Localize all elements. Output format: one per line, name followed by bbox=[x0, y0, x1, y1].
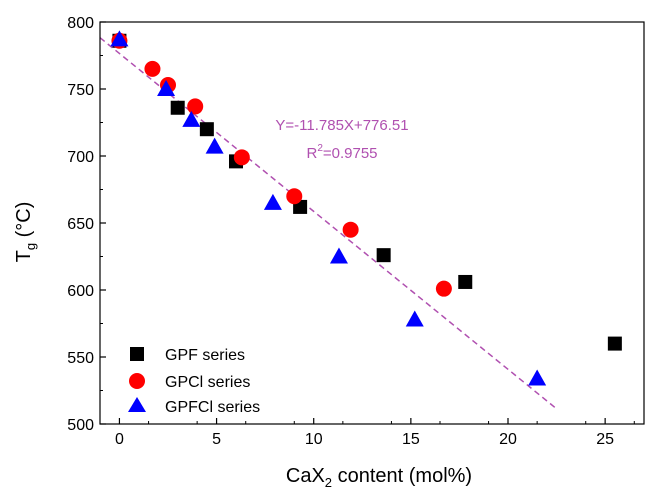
data-point-circle bbox=[286, 188, 303, 205]
data-point-triangle bbox=[263, 193, 282, 210]
data-point-triangle bbox=[405, 310, 424, 327]
data-point-square bbox=[170, 100, 185, 115]
y-tick-label: 500 bbox=[67, 417, 94, 434]
data-points-layer bbox=[110, 30, 622, 386]
data-point-circle bbox=[187, 98, 204, 115]
legend: GPF series GPCl series GPFCl series bbox=[128, 347, 260, 416]
fit-line-layer bbox=[99, 37, 558, 410]
data-point-square bbox=[458, 274, 473, 289]
x-axis-title: CaX2 content (mol%) bbox=[286, 465, 472, 489]
series-triangle bbox=[110, 30, 547, 386]
x-title-subscript: 2 bbox=[325, 475, 332, 489]
y-tick-label: 550 bbox=[67, 350, 94, 367]
x-title-main: CaX bbox=[286, 465, 325, 487]
legend-label-gpcl: GPCl series bbox=[165, 374, 250, 391]
data-point-square bbox=[376, 248, 391, 263]
y-tick-label: 800 bbox=[67, 15, 94, 32]
fit-equation-label: Y=-11.785X+776.51 bbox=[275, 117, 408, 134]
x-tick-label: 0 bbox=[115, 431, 124, 448]
y-tick-label: 650 bbox=[67, 216, 94, 233]
x-tick-label: 10 bbox=[305, 431, 323, 448]
data-point-triangle bbox=[205, 137, 224, 154]
x-tick-label: 5 bbox=[212, 431, 221, 448]
data-point-triangle bbox=[182, 110, 201, 127]
data-point-triangle bbox=[329, 247, 348, 264]
y-tick-label: 600 bbox=[67, 283, 94, 300]
legend-marker-gpcl bbox=[129, 373, 145, 389]
y-title-main: T bbox=[13, 250, 35, 262]
data-point-triangle bbox=[110, 30, 129, 47]
x-tick-label: 15 bbox=[402, 431, 420, 448]
axis-tick-labels: 0 5 10 15 20 25 500 550 600 650 700 750 800 bbox=[67, 15, 614, 448]
fit-r-squared-label: R2=0.9755 bbox=[306, 143, 377, 162]
r2-value: =0.9755 bbox=[323, 145, 378, 162]
x-tick-label: 25 bbox=[596, 431, 614, 448]
y-title-rest: (°C) bbox=[13, 202, 35, 243]
data-point-circle bbox=[435, 280, 452, 297]
legend-label-gpfcl: GPFCl series bbox=[165, 399, 260, 416]
axis-ticks bbox=[100, 21, 635, 425]
y-tick-label: 750 bbox=[67, 82, 94, 99]
r2-prefix: R bbox=[306, 145, 317, 162]
data-point-square bbox=[199, 122, 214, 137]
x-tick-label: 20 bbox=[499, 431, 517, 448]
legend-label-gpf: GPF series bbox=[165, 347, 245, 364]
legend-marker-gpfcl bbox=[128, 397, 146, 412]
data-point-square bbox=[607, 336, 622, 351]
y-tick-label: 700 bbox=[67, 149, 94, 166]
series-circle bbox=[111, 32, 452, 297]
data-point-circle bbox=[233, 149, 250, 166]
data-point-triangle bbox=[157, 80, 176, 96]
legend-marker-gpf bbox=[130, 347, 144, 361]
y-title-subscript: g bbox=[23, 243, 38, 250]
fit-line bbox=[99, 37, 558, 410]
x-title-rest: content (mol%) bbox=[332, 465, 472, 487]
y-axis-title: Tg (°C) bbox=[13, 202, 38, 263]
r2-superscript: 2 bbox=[317, 143, 323, 154]
data-point-circle bbox=[342, 221, 359, 238]
series-square bbox=[112, 33, 622, 351]
data-point-circle bbox=[144, 60, 161, 77]
data-point-triangle bbox=[528, 369, 547, 386]
